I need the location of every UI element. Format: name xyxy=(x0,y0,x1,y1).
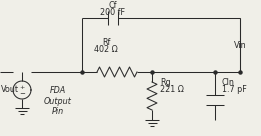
Text: 200 fF: 200 fF xyxy=(100,8,126,17)
Text: +: + xyxy=(19,85,25,90)
Text: 402 Ω: 402 Ω xyxy=(94,45,118,54)
Text: Vin: Vin xyxy=(234,41,246,50)
Text: Cf: Cf xyxy=(109,1,117,10)
Text: 221 Ω: 221 Ω xyxy=(160,85,184,94)
Text: 1.7 pF: 1.7 pF xyxy=(222,85,247,94)
Text: Vout: Vout xyxy=(1,86,19,95)
Text: CIn: CIn xyxy=(222,78,235,87)
Text: FDA
Output
Pin: FDA Output Pin xyxy=(44,86,72,117)
Text: Rg: Rg xyxy=(160,78,171,87)
Text: −: − xyxy=(19,90,25,97)
Text: Rf: Rf xyxy=(102,38,110,47)
